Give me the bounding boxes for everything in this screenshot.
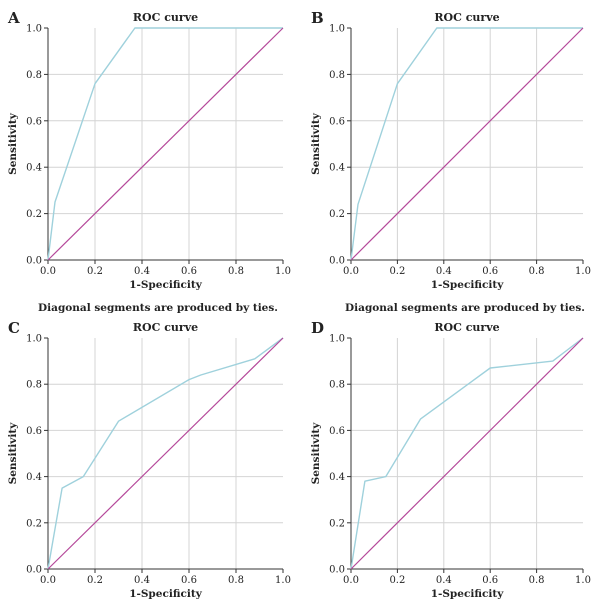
y-tick-label: 1.0 (329, 334, 345, 345)
x-tick-label: 0.6 (482, 266, 498, 277)
reference-line (350, 337, 584, 570)
x-tick-label: 0.4 (436, 575, 452, 586)
roc-panel-b: B ROC curve 0.0 0.2 0.4 0.6 0.8 1.0 0.0 0.2 0.4 0.6… (310, 9, 591, 291)
x-tick-label: 0.6 (482, 575, 498, 586)
y-tick-label: 0.2 (329, 518, 345, 529)
roc-curve-line (47, 27, 283, 261)
footnote-left: Diagonal segments are produced by ties. (38, 302, 278, 314)
y-tick-label: 1.0 (26, 24, 42, 35)
x-tick-label: 1.0 (275, 266, 291, 277)
y-tick-label: 0.8 (26, 380, 42, 391)
y-tick-label: 0.8 (329, 70, 345, 81)
chart-title: ROC curve (133, 11, 198, 24)
y-tick-label: 0.6 (26, 116, 42, 127)
y-tick-label: 0.0 (26, 256, 42, 267)
x-tick-label: 1.0 (275, 575, 291, 586)
chart-title: ROC curve (133, 321, 198, 334)
y-tick-label: 0.4 (329, 472, 345, 483)
y-tick-label: 1.0 (329, 24, 345, 35)
x-tick-label: 1.0 (575, 266, 591, 277)
roc-panel-d: D ROC curve 0.0 0.2 0.4 0.6 0.8 1.0 0.0 0.2 0.4 0.6… (310, 319, 591, 600)
y-axis-label: Sensitivity (310, 422, 322, 485)
x-tick-label: 0.2 (87, 266, 103, 277)
panel-label-d: D (311, 319, 324, 337)
y-axis-label: Sensitivity (7, 112, 19, 175)
chart-title: ROC curve (434, 321, 499, 334)
x-tick-label: 1.0 (575, 575, 591, 586)
x-tick-label: 0.4 (134, 266, 150, 277)
x-tick-label: 0.6 (181, 575, 197, 586)
y-tick-label: 0.6 (329, 116, 345, 127)
y-tick-label: 0.6 (329, 426, 345, 437)
y-tick-label: 0.0 (26, 565, 42, 576)
x-axis-label: 1-Specificity (431, 588, 505, 600)
panel-label-c: C (8, 319, 20, 337)
y-tick-label: 0.4 (26, 472, 42, 483)
roc-curve-line (350, 27, 583, 261)
x-tick-label: 0.2 (87, 575, 103, 586)
x-tick-label: 0.0 (40, 266, 56, 277)
y-tick-label: 0.2 (26, 209, 42, 220)
y-tick-label: 0.8 (26, 70, 42, 81)
y-tick-label: 0.0 (329, 565, 345, 576)
x-tick-label: 0.4 (134, 575, 150, 586)
y-tick-label: 1.0 (26, 334, 42, 345)
roc-curve-line (350, 337, 584, 570)
y-tick-label: 0.8 (329, 380, 345, 391)
x-tick-label: 0.8 (228, 575, 244, 586)
roc-panel-a: A ROC curve 0.0 0.2 0.4 0.6 0.8 1.0 0.0 0.2 0.4 0.6… (7, 9, 291, 291)
reference-line (47, 27, 284, 261)
y-axis-label: Sensitivity (310, 112, 322, 175)
panel-label-b: B (311, 9, 324, 27)
x-axis-label: 1-Specificity (129, 588, 203, 600)
x-axis-label: 1-Specificity (129, 279, 203, 291)
reference-line (350, 27, 584, 261)
panel-label-a: A (7, 9, 20, 27)
x-axis-label: 1-Specificity (431, 279, 505, 291)
x-tick-label: 0.8 (228, 266, 244, 277)
y-tick-label: 0.4 (329, 163, 345, 174)
y-tick-label: 0.6 (26, 426, 42, 437)
y-tick-label: 0.4 (26, 163, 42, 174)
roc-curve-line (47, 337, 284, 570)
reference-line (47, 337, 284, 570)
y-tick-label: 0.2 (26, 518, 42, 529)
roc-panel-c: C ROC curve 0.0 0.2 0.4 0.6 0.8 1.0 0.0 0.2 0.4 0.6… (7, 319, 291, 600)
x-tick-label: 0.0 (40, 575, 56, 586)
chart-title: ROC curve (434, 11, 499, 24)
x-tick-label: 0.0 (343, 575, 359, 586)
x-tick-label: 0.8 (529, 575, 545, 586)
x-tick-label: 0.2 (389, 266, 405, 277)
footnote-right: Diagonal segments are produced by ties. (345, 302, 585, 314)
x-tick-label: 0.2 (389, 575, 405, 586)
y-tick-label: 0.0 (329, 256, 345, 267)
y-tick-label: 0.2 (329, 209, 345, 220)
x-tick-label: 0.0 (343, 266, 359, 277)
x-tick-label: 0.6 (181, 266, 197, 277)
x-tick-label: 0.8 (529, 266, 545, 277)
x-tick-label: 0.4 (436, 266, 452, 277)
y-axis-label: Sensitivity (7, 422, 19, 485)
